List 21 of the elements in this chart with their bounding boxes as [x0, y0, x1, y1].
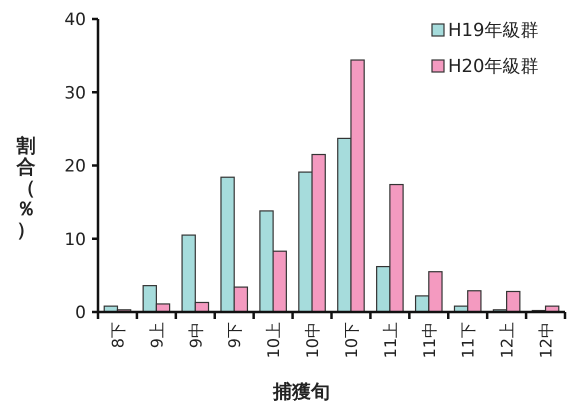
y-tick-label: 30 — [64, 83, 86, 104]
x-tick-label: 12上 — [498, 322, 517, 358]
x-tick-label: 10中 — [303, 322, 322, 358]
y-tick-label: 0 — [75, 303, 86, 323]
x-tick-label: 10下 — [342, 322, 361, 358]
x-tick-label: 8下 — [108, 322, 128, 348]
x-tick-label: 9上 — [147, 322, 166, 348]
x-tick-label: 11中 — [420, 322, 439, 358]
legend-label: H19年級群 — [448, 20, 538, 41]
y-tick-label: 10 — [64, 230, 86, 250]
x-tick-label: 11上 — [380, 322, 400, 358]
x-tick-label: 10上 — [264, 322, 284, 358]
y-tick-label: 20 — [64, 156, 86, 176]
legend-label: H20年級群 — [448, 56, 538, 77]
x-axis-title: 捕獲旬 — [272, 381, 330, 403]
x-tick-label: 9下 — [225, 322, 244, 348]
y-tick-label: 40 — [64, 10, 86, 30]
x-tick-label: 9中 — [186, 322, 206, 348]
x-tick-label: 11下 — [458, 322, 478, 358]
x-tick-label: 12中 — [536, 322, 556, 358]
y-axis-title: 割合（％） — [16, 135, 36, 241]
